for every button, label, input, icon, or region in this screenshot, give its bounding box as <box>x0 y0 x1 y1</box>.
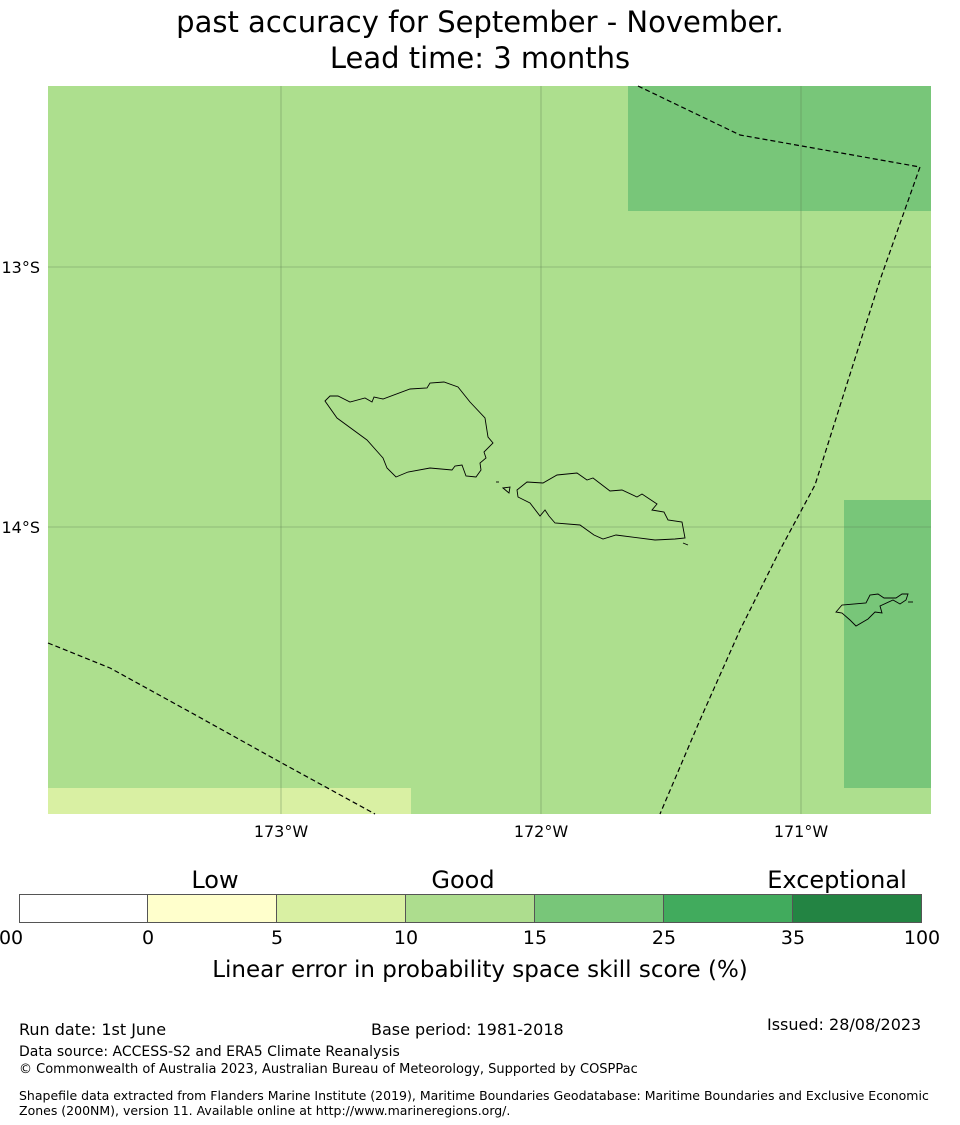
copyright: © Commonwealth of Australia 2023, Austra… <box>19 1062 638 1077</box>
shapefile-credit: Shapefile data extracted from Flanders M… <box>19 1088 929 1118</box>
tutuila-island <box>835 593 909 627</box>
islet-east-upolu <box>682 542 689 546</box>
colorbar-tick: -100 <box>0 927 24 949</box>
savaii-island <box>324 381 494 478</box>
map-gridlines <box>48 86 931 814</box>
map-title-line1: past accuracy for September - November. <box>176 5 784 39</box>
colorbar-cell-35-100 <box>793 894 922 923</box>
legend-category-exceptional: Exceptional <box>767 866 907 894</box>
colorbar-tick: 10 <box>393 927 419 949</box>
colorbar-tick: 100 <box>903 927 941 949</box>
lon-label-172w: 172°W <box>513 822 569 841</box>
legend-category-good: Good <box>431 866 495 894</box>
manono-island <box>501 486 511 494</box>
colorbar-cell-10-15 <box>406 894 535 923</box>
colorbar-tick: 15 <box>522 927 548 949</box>
lon-label-171w: 171°W <box>773 822 829 841</box>
upolu-island <box>516 472 686 541</box>
lat-label-14s: 14°S <box>1 518 40 537</box>
colorbar-tick: 35 <box>780 927 806 949</box>
map-cell-high-skill-east <box>844 500 931 788</box>
skill-map <box>47 85 931 815</box>
issued-date: Issued: 28/08/2023 <box>767 1015 922 1034</box>
base-period: Base period: 1981-2018 <box>371 1020 564 1039</box>
eez-boundary-east <box>637 85 921 815</box>
colorbar-tick: 5 <box>270 927 284 949</box>
colorbar-tick: 0 <box>141 927 155 949</box>
island-outlines <box>324 381 913 627</box>
maritime-boundaries <box>47 85 921 815</box>
map-cell-high-skill-ne <box>628 86 931 211</box>
lat-label-13s: 13°S <box>1 258 40 277</box>
data-source: Data source: ACCESS-S2 and ERA5 Climate … <box>19 1044 400 1060</box>
colorbar-cell-neg100-0 <box>19 894 148 923</box>
legend-category-low: Low <box>191 866 239 894</box>
map-title-line2: Lead time: 3 months <box>329 41 631 75</box>
map-cell-moderate-skill-sw <box>48 788 411 814</box>
colorbar-cell-5-10 <box>277 894 406 923</box>
colorbar-title: Linear error in probability space skill … <box>212 957 748 983</box>
colorbar-cell-15-25 <box>535 894 664 923</box>
eez-boundary-southwest <box>47 642 376 815</box>
lon-label-173w: 173°W <box>253 822 309 841</box>
colorbar-cell-25-35 <box>664 894 793 923</box>
colorbar-cell-0-5 <box>148 894 277 923</box>
run-date: Run date: 1st June <box>19 1020 167 1039</box>
colorbar-tick: 25 <box>651 927 677 949</box>
